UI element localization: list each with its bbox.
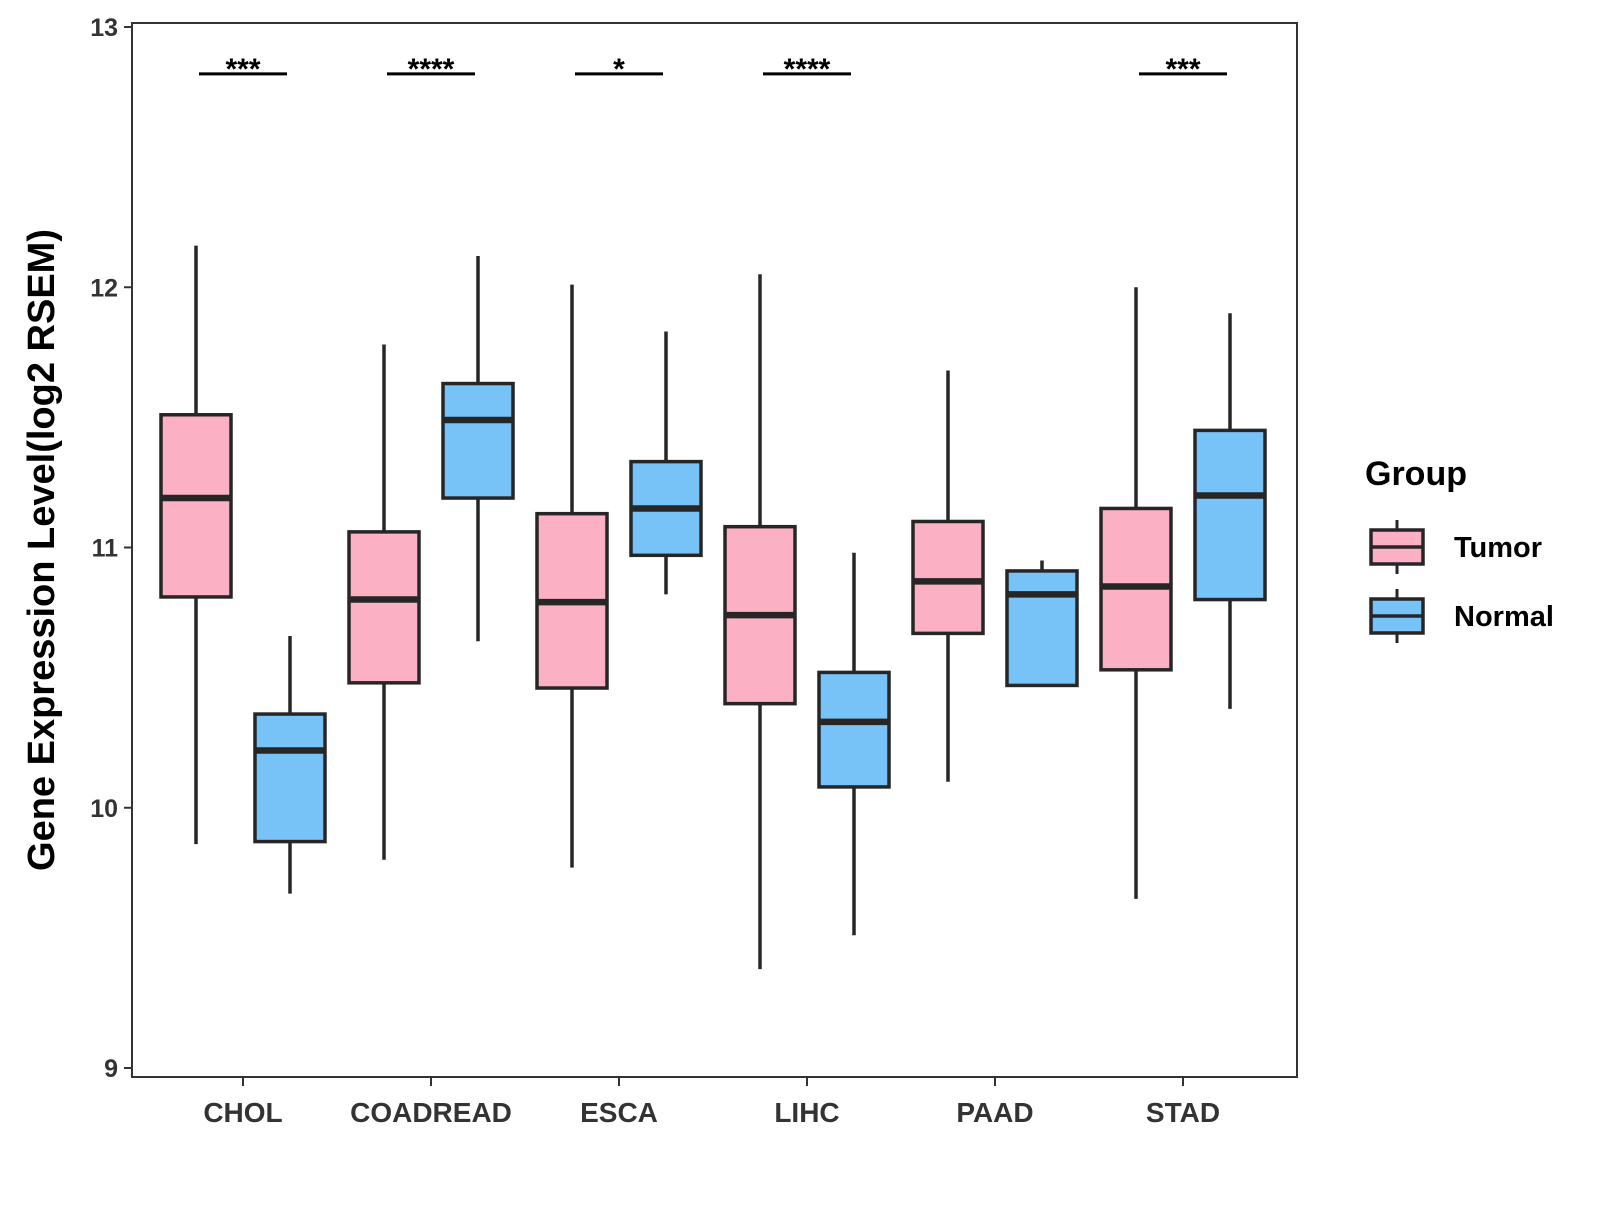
significance-layer: *** **** * **** ***: [199, 53, 1227, 86]
y-axis: 9 10 11 12 13: [90, 14, 132, 1083]
significance-stars: ****: [784, 53, 831, 86]
box-iqr: [1193, 428, 1267, 602]
legend-title: Group: [1365, 455, 1467, 493]
significance-stars: *: [613, 53, 625, 86]
box-tumor-lihc: [723, 274, 797, 970]
box-tumor-coadread: [347, 344, 421, 860]
x-tick-label: PAAD: [956, 1097, 1033, 1128]
box-tumor-chol: [159, 245, 233, 845]
y-tick-label: 13: [90, 14, 118, 42]
significance-chol: ***: [199, 53, 287, 86]
x-tick-label: STAD: [1146, 1097, 1220, 1128]
legend-item-normal: Normal: [1369, 589, 1554, 643]
box-tumor-paad: [911, 370, 985, 782]
significance-stars: ***: [225, 53, 260, 86]
y-tick-label: 11: [92, 535, 119, 563]
x-tick-label: LIHC: [774, 1097, 839, 1128]
significance-stars: ***: [1165, 53, 1200, 86]
legend: Group Tumor Normal: [1365, 455, 1554, 643]
box-iqr: [253, 712, 327, 844]
box-normal-coadread: [441, 256, 515, 642]
box-normal-lihc: [817, 552, 891, 936]
y-tick-label: 12: [90, 274, 118, 302]
box-iqr: [911, 519, 985, 636]
legend-label: Normal: [1454, 601, 1554, 633]
box-normal-stad: [1193, 313, 1267, 709]
significance-stad: ***: [1139, 53, 1227, 86]
significance-stars: ****: [408, 53, 455, 86]
box-iqr: [159, 413, 233, 599]
x-tick-label: COADREAD: [350, 1097, 512, 1128]
box-iqr: [441, 381, 515, 500]
box-iqr: [347, 530, 421, 685]
box-iqr: [817, 670, 891, 789]
box-layer: [159, 245, 1267, 970]
y-tick-label: 9: [104, 1055, 118, 1083]
x-tick-label: CHOL: [203, 1097, 282, 1128]
significance-esca: *: [575, 53, 663, 86]
box-iqr: [1005, 569, 1079, 688]
box-normal-esca: [629, 331, 703, 595]
significance-coadread: ****: [387, 53, 475, 86]
legend-item-tumor: Tumor: [1369, 520, 1542, 574]
significance-lihc: ****: [763, 53, 851, 86]
y-axis-title: Gene Expression Level(log2 RSEM): [21, 229, 63, 871]
box-normal-chol: [253, 635, 327, 894]
box-normal-paad: [1005, 560, 1079, 688]
x-axis: CHOL COADREAD ESCA LIHC PAAD STAD: [203, 1077, 1220, 1128]
y-tick-label: 10: [90, 795, 118, 823]
box-tumor-stad: [1099, 287, 1173, 899]
x-tick-label: ESCA: [580, 1097, 658, 1128]
box-tumor-esca: [535, 284, 609, 868]
legend-label: Tumor: [1454, 532, 1542, 564]
